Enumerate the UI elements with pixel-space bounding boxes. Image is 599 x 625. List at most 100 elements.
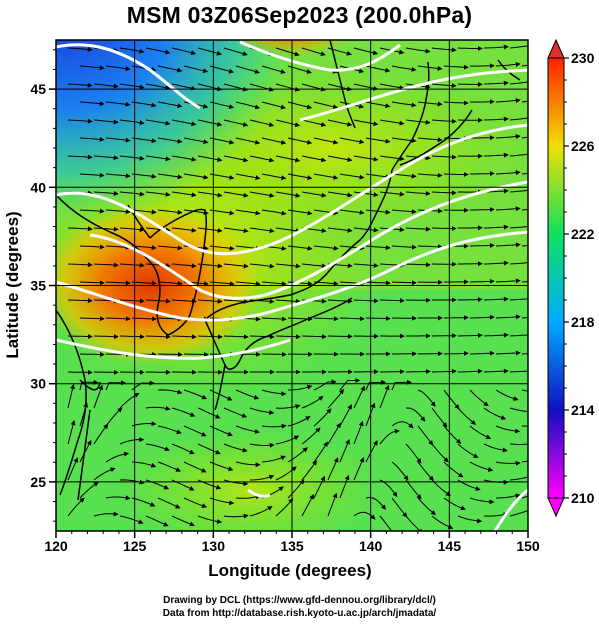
streamline-arrow xyxy=(131,245,157,251)
streamline-arrow xyxy=(275,263,301,269)
streamline-arrow xyxy=(67,383,75,409)
streamline-arrow xyxy=(521,208,528,211)
streamline-arrow xyxy=(105,65,131,72)
streamline-arrow xyxy=(79,316,105,322)
streamline-arrow xyxy=(249,505,273,517)
streamline-arrow xyxy=(495,278,521,284)
streamline-arrow xyxy=(223,513,249,519)
streamline-arrow xyxy=(365,440,378,463)
streamline-arrow xyxy=(157,101,183,109)
streamline-arrow xyxy=(495,170,521,176)
streamline-arrow xyxy=(521,389,528,392)
streamline-arrow xyxy=(417,461,434,482)
streamline-arrow xyxy=(235,425,260,434)
streamline-arrow xyxy=(93,119,119,125)
streamline-arrow xyxy=(235,101,261,110)
streamline-arrow xyxy=(417,497,436,516)
streamline-arrow xyxy=(365,101,391,109)
streamline-arrow xyxy=(105,173,131,179)
streamline-arrow xyxy=(79,439,92,463)
streamline-arrow xyxy=(327,227,353,233)
streamline-arrow xyxy=(105,407,123,427)
colorbar-tick-label: 226 xyxy=(571,138,595,154)
y-tick-label: 25 xyxy=(30,474,46,490)
streamline-arrow xyxy=(417,351,443,357)
streamline-arrow xyxy=(223,479,249,487)
streamline-arrow xyxy=(443,172,469,177)
streamline-arrow xyxy=(521,353,528,355)
streamline-arrow xyxy=(105,244,131,250)
streamline-arrow xyxy=(405,443,422,464)
streamline-arrow xyxy=(93,155,119,161)
streamline-arrow xyxy=(365,280,391,286)
colorbar-scale xyxy=(547,57,565,499)
streamline-arrow xyxy=(145,191,171,197)
streamline-arrow xyxy=(171,119,197,127)
streamline-arrow xyxy=(197,119,223,127)
streamline-arrow xyxy=(197,407,221,419)
streamline-arrow xyxy=(301,119,327,127)
streamline-arrow xyxy=(417,425,434,446)
streamline-arrow xyxy=(197,155,223,163)
streamline-arrow xyxy=(145,155,171,162)
streamline-arrow xyxy=(313,101,339,110)
streamline-arrow xyxy=(209,281,235,287)
streamline-arrow xyxy=(287,447,308,463)
streamline-arrow xyxy=(261,455,286,463)
streamline-arrow xyxy=(521,244,528,247)
streamline-arrow xyxy=(223,407,248,418)
colorbar-tick-label: 210 xyxy=(571,490,595,506)
streamline-arrow xyxy=(339,316,365,322)
streamline-arrow xyxy=(457,515,483,524)
streamline-arrow xyxy=(183,461,207,473)
streamline-arrow xyxy=(521,281,528,283)
streamline-arrow xyxy=(261,173,287,181)
streamline-arrow xyxy=(67,154,93,160)
streamline-arrow xyxy=(79,280,105,286)
streamline-arrow xyxy=(313,408,332,427)
streamline-arrow xyxy=(79,208,105,214)
streamline-arrow xyxy=(470,171,495,177)
streamline-arrow xyxy=(443,497,466,511)
streamline-arrow xyxy=(353,83,379,91)
streamline-arrow xyxy=(145,119,171,126)
streamline-arrow xyxy=(105,137,131,143)
streamline-arrow xyxy=(145,262,171,268)
streamline-arrow xyxy=(521,64,528,67)
streamline-arrow xyxy=(197,298,223,304)
colorbar-min-triangle xyxy=(547,497,565,518)
streamline-arrow xyxy=(249,334,275,340)
credits: Drawing by DCL (https://www.gfd-dennou.o… xyxy=(0,594,599,620)
streamline-arrow xyxy=(261,316,287,322)
streamline-arrow xyxy=(431,479,451,497)
streamline-arrow xyxy=(145,298,171,304)
streamline-arrow xyxy=(275,47,300,57)
streamline-arrow xyxy=(67,262,93,268)
streamline-arrow xyxy=(379,191,405,197)
streamline-arrow xyxy=(209,245,235,251)
streamline-arrow xyxy=(521,317,528,319)
streamline-arrow xyxy=(509,262,528,265)
streamline-arrow xyxy=(365,173,391,180)
streamline-arrow xyxy=(261,389,287,397)
streamline-arrow xyxy=(301,395,324,409)
x-tick-label: 150 xyxy=(516,538,540,554)
streamline-arrow xyxy=(275,334,301,340)
streamline-arrow xyxy=(301,494,314,517)
streamline-arrow xyxy=(339,173,365,180)
streamline-arrow xyxy=(209,173,235,180)
streamline-arrow xyxy=(353,457,365,481)
streamline-arrow xyxy=(249,227,275,234)
streamline-arrow xyxy=(171,191,197,198)
streamline-arrow xyxy=(313,173,339,180)
streamline-arrow xyxy=(93,334,119,340)
streamline-arrow xyxy=(521,136,528,139)
streamline-arrow xyxy=(301,427,321,445)
streamline-arrow xyxy=(209,209,235,216)
streamline-arrow xyxy=(119,47,145,54)
streamline-arrow xyxy=(339,209,365,215)
streamline-arrow xyxy=(145,83,171,91)
streamline-arrow xyxy=(261,101,287,110)
streamline-arrow xyxy=(171,83,197,91)
